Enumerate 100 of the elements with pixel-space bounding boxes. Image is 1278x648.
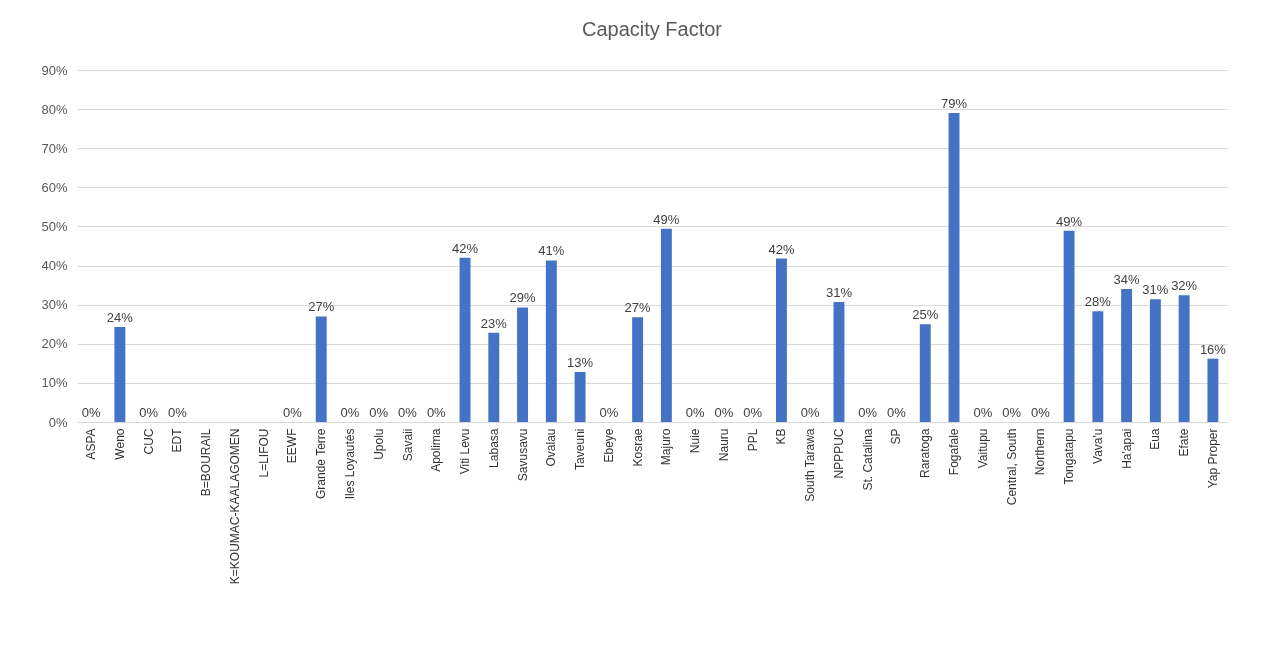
- data-label: 0%: [1030, 405, 1051, 420]
- x-tick-label: KB: [774, 428, 789, 445]
- data-label: 79%: [941, 96, 968, 112]
- y-tick-label: 70%: [41, 140, 68, 156]
- x-tick-label: Nauru: [716, 428, 731, 462]
- x-tick-label: Ha'apai: [1119, 428, 1134, 469]
- x-tick-label: L=LIFOU: [256, 428, 271, 478]
- bar: [660, 228, 672, 422]
- x-tick-label: Savusavu: [515, 428, 530, 482]
- data-label: 0%: [743, 405, 763, 420]
- data-label: 27%: [308, 299, 335, 315]
- x-tick-label: EDT: [170, 427, 185, 453]
- bar: [1063, 230, 1075, 422]
- x-tick-label: Kosrae: [630, 428, 645, 467]
- data-label: 27%: [624, 300, 652, 316]
- x-tick-label: Eua: [1148, 428, 1163, 450]
- y-tick-label: 80%: [41, 101, 68, 117]
- x-tick-label: Northern: [1033, 428, 1048, 476]
- data-label: 0%: [398, 405, 418, 420]
- x-tick-label: B=BOURAIL: [199, 428, 214, 497]
- x-tick-label: SP: [889, 428, 904, 445]
- bar: [919, 324, 931, 422]
- data-label: 0%: [81, 405, 101, 420]
- y-tick-label: 40%: [41, 258, 68, 274]
- x-tick-label: Tongatapu: [1062, 428, 1077, 485]
- y-tick-label: 60%: [41, 179, 68, 195]
- bar: [545, 260, 557, 422]
- bar: [1178, 295, 1190, 422]
- x-tick-label: Vava'u: [1090, 428, 1105, 464]
- x-tick-label: Fogafale: [947, 428, 962, 476]
- x-tick-label: South Tarawa: [803, 428, 818, 502]
- chart-title: Capacity Factor: [581, 18, 723, 40]
- x-tick-label: Viti Levu: [458, 428, 473, 475]
- data-label: 31%: [1142, 282, 1169, 298]
- bar: [315, 316, 327, 422]
- data-label: 0%: [426, 405, 447, 420]
- x-tick-label: K=KOUMAC-KAALAGOMEN: [227, 428, 242, 585]
- x-tick-label: St. Catalina: [860, 428, 875, 491]
- bar: [948, 113, 960, 422]
- data-label: 0%: [369, 405, 389, 420]
- data-label: 25%: [912, 307, 939, 323]
- data-label: 49%: [653, 211, 680, 227]
- x-tick-label: Vaitupu: [975, 428, 990, 469]
- bar: [1121, 289, 1133, 422]
- y-tick-label: 30%: [41, 297, 68, 313]
- data-label: 0%: [139, 405, 159, 420]
- x-tick-label: Weno: [112, 428, 127, 460]
- bar: [775, 258, 787, 422]
- bar: [1092, 311, 1104, 422]
- data-label: 42%: [768, 241, 795, 257]
- y-tick-label: 0%: [48, 414, 68, 430]
- bar: [1207, 358, 1219, 422]
- bar: [632, 317, 644, 422]
- x-tick-label: Nuie: [688, 428, 703, 454]
- x-tick-label: Ovalau: [544, 428, 559, 467]
- x-tick-label: Iles Loyautés: [342, 428, 357, 500]
- data-label: 0%: [1002, 405, 1022, 420]
- x-tick-label: Upolu: [371, 428, 386, 460]
- data-label: 28%: [1084, 294, 1112, 310]
- data-label: 0%: [685, 405, 705, 420]
- data-label: 0%: [973, 405, 993, 420]
- y-tick-label: 90%: [41, 62, 68, 78]
- data-label: 32%: [1171, 278, 1198, 294]
- x-tick-label: Taveuni: [573, 428, 588, 470]
- bar: [488, 332, 500, 422]
- data-label: 0%: [167, 405, 188, 420]
- y-tick-label: 50%: [41, 218, 68, 234]
- y-tick-label: 10%: [41, 375, 68, 391]
- data-label: 31%: [825, 284, 853, 300]
- x-tick-label: Efate: [1177, 428, 1192, 457]
- data-label: 0%: [800, 405, 821, 420]
- x-tick-label: Apolima: [429, 428, 444, 472]
- bar: [517, 307, 529, 422]
- bar: [114, 326, 126, 422]
- x-tick-label: PPL: [745, 428, 760, 452]
- x-tick-label: CUC: [141, 428, 156, 455]
- x-tick-label: Savaii: [400, 428, 415, 462]
- x-tick-label: Ebeye: [601, 428, 616, 463]
- bar: [833, 301, 845, 422]
- data-label: 41%: [538, 243, 565, 259]
- data-label: 0%: [858, 405, 878, 420]
- data-label: 0%: [283, 405, 303, 420]
- data-label: 29%: [509, 290, 536, 306]
- bar: [459, 257, 471, 422]
- x-tick-label: Central, South: [1004, 428, 1019, 506]
- x-tick-label: Raratoga: [918, 428, 933, 478]
- x-tick-label: Labasa: [486, 428, 501, 468]
- data-label: 49%: [1056, 213, 1083, 229]
- data-label: 0%: [887, 405, 907, 420]
- data-label: 34%: [1113, 272, 1141, 288]
- bar: [574, 371, 586, 422]
- bar: [1149, 299, 1161, 422]
- data-label: 0%: [599, 405, 619, 420]
- data-label: 23%: [480, 315, 508, 331]
- data-label: 0%: [714, 405, 734, 420]
- x-tick-label: Yap Proper: [1205, 428, 1220, 489]
- x-tick-label: EEWF: [285, 428, 300, 464]
- data-label: 13%: [567, 354, 594, 370]
- data-label: 42%: [452, 240, 479, 256]
- y-tick-label: 20%: [41, 336, 68, 352]
